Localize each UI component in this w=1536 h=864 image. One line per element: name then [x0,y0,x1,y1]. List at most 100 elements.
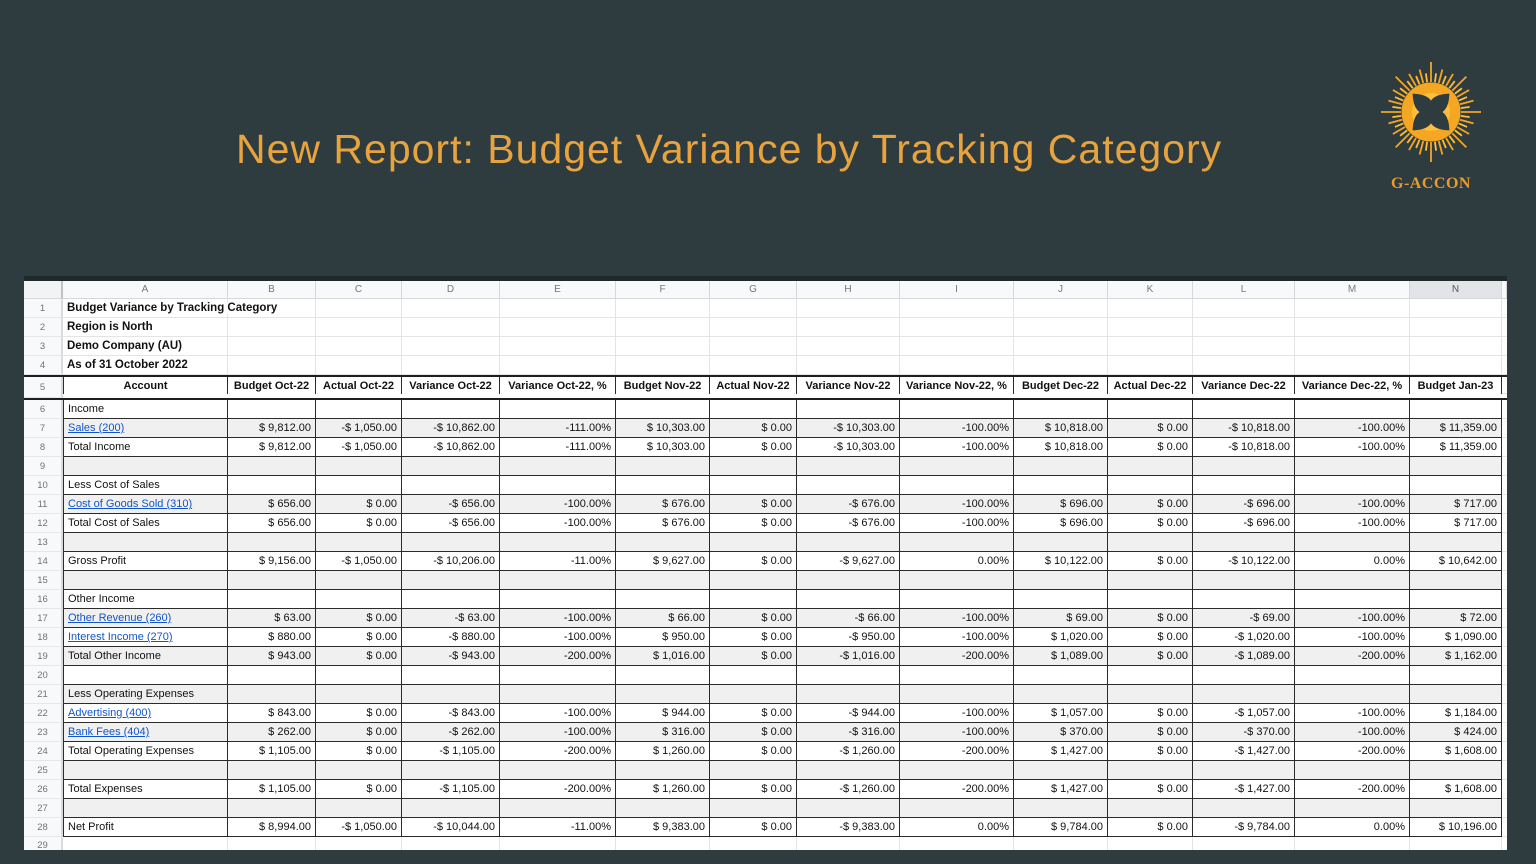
cell-D18: -$ 880.00 [402,628,500,647]
cell-G27 [710,799,797,818]
row-number-10[interactable]: 10 [24,476,63,495]
row-number-19[interactable]: 19 [24,647,63,666]
column-header-H[interactable]: H [797,281,900,299]
column-header-B[interactable]: B [228,281,316,299]
row-number-22[interactable]: 22 [24,704,63,723]
column-header-A[interactable]: A [63,281,228,299]
row-number-23[interactable]: 23 [24,723,63,742]
cell-J22: $ 1,057.00 [1014,704,1108,723]
column-header-F[interactable]: F [616,281,710,299]
cell-C29 [316,837,402,850]
cell-F1 [616,299,710,318]
row-number-17[interactable]: 17 [24,609,63,628]
row-number-2[interactable]: 2 [24,318,63,337]
row-number-15[interactable]: 15 [24,571,63,590]
cell-M12: -100.00% [1295,514,1410,533]
cell-K22: $ 0.00 [1108,704,1193,723]
cell-G6 [710,400,797,419]
row-number-8[interactable]: 8 [24,438,63,457]
column-header-L[interactable]: L [1193,281,1295,299]
cell-G13 [710,533,797,552]
cell-M1 [1295,299,1410,318]
cell-G8: $ 0.00 [710,438,797,457]
cell-D24: -$ 1,105.00 [402,742,500,761]
cell-A19: Total Other Income [63,647,228,666]
cell-I13 [900,533,1014,552]
cell-K19: $ 0.00 [1108,647,1193,666]
cell-N24: $ 1,608.00 [1410,742,1502,761]
row-number-29[interactable]: 29 [24,837,63,850]
select-all-corner[interactable] [24,281,63,299]
column-header-C[interactable]: C [316,281,402,299]
sheet-row-27: 27 [24,799,1507,818]
row-number-4[interactable]: 4 [24,356,63,375]
row-number-9[interactable]: 9 [24,457,63,476]
row-number-27[interactable]: 27 [24,799,63,818]
row-number-12[interactable]: 12 [24,514,63,533]
cell-M10 [1295,476,1410,495]
column-header-G[interactable]: G [710,281,797,299]
column-header-I[interactable]: I [900,281,1014,299]
account-link-cost-of-goods-sold-310-[interactable]: Cost of Goods Sold (310) [68,498,193,510]
row-number-7[interactable]: 7 [24,419,63,438]
cell-N16 [1410,590,1502,609]
row-number-3[interactable]: 3 [24,337,63,356]
cell-K20 [1108,666,1193,685]
cell-I9 [900,457,1014,476]
account-link-other-revenue-260-[interactable]: Other Revenue (260) [68,612,172,624]
row-number-13[interactable]: 13 [24,533,63,552]
cell-H15 [797,571,900,590]
column-header-K[interactable]: K [1108,281,1193,299]
cell-F13 [616,533,710,552]
cell-J12: $ 696.00 [1014,514,1108,533]
cell-E15 [500,571,616,590]
column-header-N[interactable]: N [1410,281,1502,299]
sheet-row-20: 20 [24,666,1507,685]
cell-J17: $ 69.00 [1014,609,1108,628]
column-header-E[interactable]: E [500,281,616,299]
row-number-20[interactable]: 20 [24,666,63,685]
cell-K14: $ 0.00 [1108,552,1193,571]
row-number-26[interactable]: 26 [24,780,63,799]
column-header-M[interactable]: M [1295,281,1410,299]
cell-G26: $ 0.00 [710,780,797,799]
account-link-advertising-400-[interactable]: Advertising (400) [68,707,152,719]
cell-B7: $ 9,812.00 [228,419,316,438]
row-number-6[interactable]: 6 [24,400,63,419]
row-number-14[interactable]: 14 [24,552,63,571]
cell-E2 [500,318,616,337]
cell-J15 [1014,571,1108,590]
row-number-5[interactable]: 5 [24,377,63,398]
cell-sliver [1502,628,1507,647]
row-number-16[interactable]: 16 [24,590,63,609]
account-link-bank-fees-404-[interactable]: Bank Fees (404) [68,726,150,738]
row-number-1[interactable]: 1 [24,299,63,318]
cell-D16 [402,590,500,609]
cell-N9 [1410,457,1502,476]
cell-G20 [710,666,797,685]
cell-H18: -$ 950.00 [797,628,900,647]
row-number-24[interactable]: 24 [24,742,63,761]
cell-N8: $ 11,359.00 [1410,438,1502,457]
row-number-21[interactable]: 21 [24,685,63,704]
column-header-D[interactable]: D [402,281,500,299]
cell-L12: -$ 696.00 [1193,514,1295,533]
cell-A25 [63,761,228,780]
cell-M6 [1295,400,1410,419]
cell-E27 [500,799,616,818]
cell-M8: -100.00% [1295,438,1410,457]
cell-N3 [1410,337,1502,356]
row-number-28[interactable]: 28 [24,818,63,837]
account-link-interest-income-270-[interactable]: Interest Income (270) [68,631,173,643]
cell-I20 [900,666,1014,685]
row-number-25[interactable]: 25 [24,761,63,780]
cell-H12: -$ 676.00 [797,514,900,533]
account-link-sales-200-[interactable]: Sales (200) [68,422,125,434]
cell-sliver [1502,400,1507,419]
cell-A7: Sales (200) [63,419,228,438]
row-number-18[interactable]: 18 [24,628,63,647]
cell-I24: -200.00% [900,742,1014,761]
row-number-11[interactable]: 11 [24,495,63,514]
cell-C2 [316,318,402,337]
column-header-J[interactable]: J [1014,281,1108,299]
